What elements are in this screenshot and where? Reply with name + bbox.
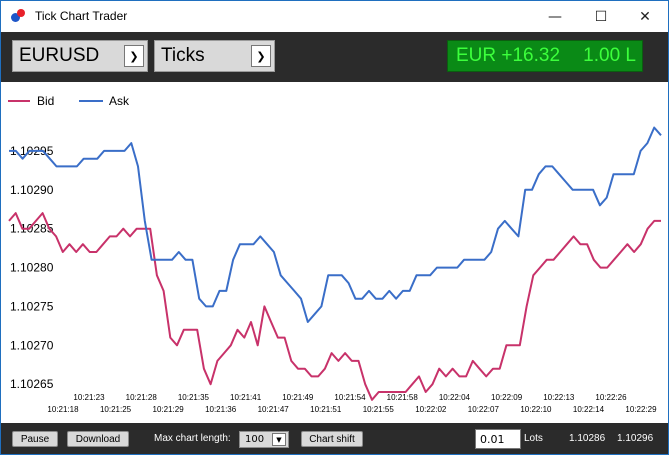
chevron-down-icon[interactable]: ▼ xyxy=(272,433,286,446)
download-button[interactable]: Download xyxy=(67,431,129,447)
toolbar: EURUSD ❯ Ticks ❯ EUR +16.32 1.00 L xyxy=(1,32,668,82)
series-line-bid xyxy=(8,212,661,401)
x-tick-label: 10:22:29 xyxy=(625,405,657,414)
x-tick-label: 10:22:02 xyxy=(415,405,447,414)
lots-input[interactable]: 0.01 xyxy=(475,429,521,449)
lots-label: Lots xyxy=(524,433,543,444)
symbol-value: EURUSD xyxy=(19,45,100,66)
x-tick-label: 10:21:25 xyxy=(100,405,132,414)
position-lots: 1.00 L xyxy=(583,45,636,66)
ask-price: 1.10296 xyxy=(617,433,654,444)
symbol-select[interactable]: EURUSD ❯ xyxy=(12,40,148,72)
y-tick-label: 1.10290 xyxy=(10,183,54,197)
y-tick-label: 1.10265 xyxy=(10,377,54,391)
x-tick-label: 10:22:09 xyxy=(491,393,523,402)
legend-ask-label: Ask xyxy=(109,94,130,108)
x-tick-label: 10:21:23 xyxy=(73,393,105,402)
title-bar: Tick Chart Trader — ☐ ✕ xyxy=(1,1,668,32)
pnl-value: EUR +16.32 xyxy=(456,45,561,66)
x-tick-label: 10:21:49 xyxy=(282,393,314,402)
x-tick-label: 10:21:36 xyxy=(205,405,237,414)
chevron-down-icon[interactable]: ❯ xyxy=(124,45,144,67)
chevron-down-icon[interactable]: ❯ xyxy=(251,45,271,67)
max-length-label: Max chart length: xyxy=(154,433,231,444)
x-tick-label: 10:21:41 xyxy=(230,393,262,402)
x-tick-label: 10:21:29 xyxy=(153,405,185,414)
x-tick-label: 10:21:18 xyxy=(47,405,79,414)
x-tick-label: 10:22:26 xyxy=(595,393,627,402)
x-tick-label: 10:22:04 xyxy=(439,393,471,402)
max-length-select[interactable]: 100 ▼ xyxy=(239,431,289,448)
y-tick-label: 1.10280 xyxy=(10,261,54,275)
timeframe-select[interactable]: Ticks ❯ xyxy=(154,40,275,72)
minimize-icon[interactable]: — xyxy=(548,8,562,25)
chart-legend: Bid Ask xyxy=(8,94,130,108)
x-tick-label: 10:22:14 xyxy=(573,405,605,414)
close-icon[interactable]: ✕ xyxy=(639,8,651,25)
timeframe-value: Ticks xyxy=(161,45,205,66)
x-tick-label: 10:21:58 xyxy=(387,393,419,402)
x-tick-label: 10:21:35 xyxy=(178,393,210,402)
app-logo-icon xyxy=(11,9,27,25)
pnl-display: EUR +16.32 1.00 L xyxy=(447,40,643,72)
window-title: Tick Chart Trader xyxy=(35,9,128,23)
y-tick-label: 1.10275 xyxy=(10,299,54,313)
legend-bid-label: Bid xyxy=(37,94,54,108)
series-line-ask xyxy=(9,126,662,323)
bottom-bar: Pause Download Max chart length: 100 ▼ C… xyxy=(1,423,668,454)
x-tick-label: 10:21:47 xyxy=(258,405,290,414)
maximize-icon[interactable]: ☐ xyxy=(594,8,608,25)
tick-chart: 1.10265 1.10270 1.10275 1.10280 1.10285 1.102… xyxy=(1,82,668,423)
chart-shift-button[interactable]: Chart shift xyxy=(301,431,363,447)
chart-canvas: 1.102651.102701.102751.102801.102851.102… xyxy=(8,94,662,414)
x-tick-label: 10:22:13 xyxy=(543,393,575,402)
max-length-value: 100 xyxy=(245,434,265,445)
x-tick-label: 10:22:10 xyxy=(520,405,552,414)
x-tick-label: 10:21:55 xyxy=(363,405,395,414)
x-tick-label: 10:21:54 xyxy=(334,393,366,402)
bid-price: 1.10286 xyxy=(569,433,606,444)
y-tick-label: 1.10270 xyxy=(10,338,54,352)
x-tick-label: 10:21:51 xyxy=(310,405,342,414)
x-tick-label: 10:21:28 xyxy=(126,393,158,402)
pause-button[interactable]: Pause xyxy=(12,431,58,447)
x-tick-label: 10:22:07 xyxy=(468,405,500,414)
